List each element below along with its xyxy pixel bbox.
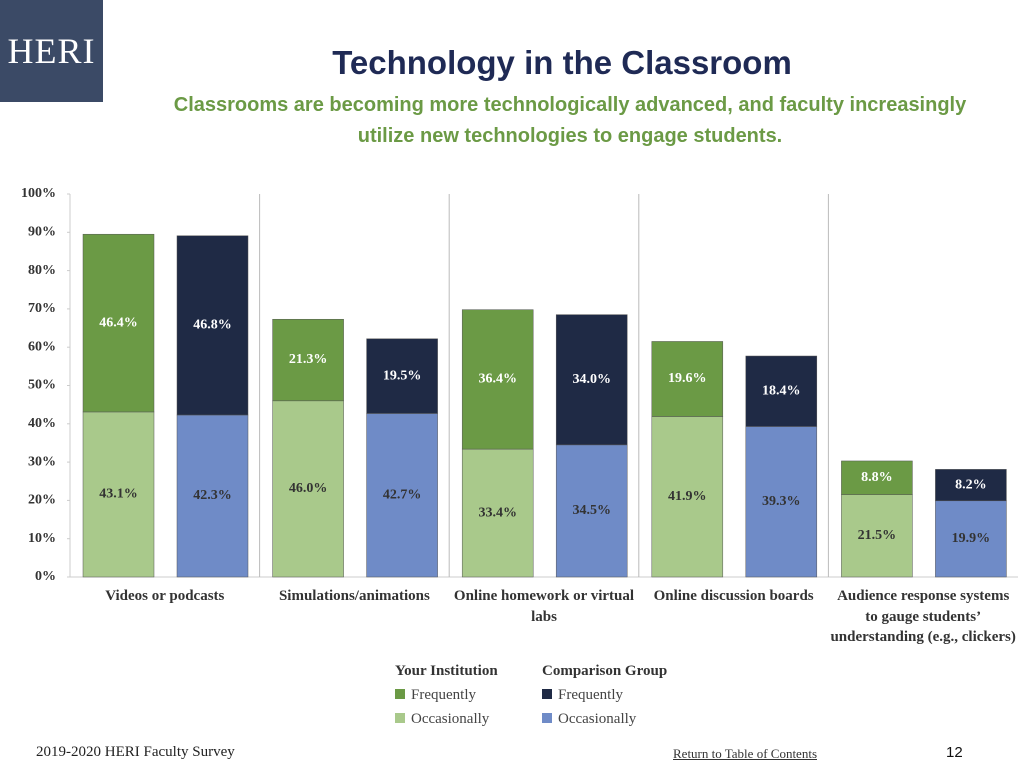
legend-entry: Frequently — [542, 687, 623, 704]
data-label: 21.3% — [289, 352, 328, 367]
y-tick-label: 30% — [28, 454, 56, 469]
x-tick-label: Simulations/animations — [278, 588, 430, 604]
x-tick-label: Online homework or virtual labs — [453, 588, 635, 625]
legend-swatch — [395, 689, 405, 699]
data-label: 34.0% — [572, 372, 611, 387]
bar-segment — [651, 341, 724, 417]
y-tick-label: 10% — [28, 531, 56, 546]
bar-segment — [461, 448, 534, 578]
data-label: 42.3% — [193, 488, 232, 503]
data-label: 19.5% — [383, 368, 422, 383]
bar-segment — [82, 233, 155, 413]
footer-text: 2019-2020 HERI Faculty Survey — [36, 744, 235, 760]
logo: HERI — [0, 0, 103, 102]
data-label: 18.4% — [762, 383, 801, 398]
y-tick-label: 90% — [28, 225, 56, 240]
legend-swatch — [542, 689, 552, 699]
data-label: 46.0% — [289, 481, 328, 496]
bar-segment — [461, 309, 534, 450]
data-label: 36.4% — [478, 372, 517, 387]
data-label: 39.3% — [762, 494, 801, 509]
toc-link[interactable]: Return to Table of Contents — [673, 746, 817, 761]
bar-segment — [841, 494, 913, 578]
data-label: 8.8% — [861, 470, 893, 485]
legend-label: Occasionally — [411, 711, 490, 727]
bar-segment — [555, 444, 628, 578]
bar-segment — [745, 426, 818, 578]
legend-header: Comparison Group — [542, 663, 668, 679]
y-tick-label: 60% — [28, 339, 56, 354]
bar-segment — [651, 416, 724, 578]
legend-entry: Occasionally — [395, 711, 489, 728]
data-label: 21.5% — [858, 528, 897, 543]
bar-segment — [82, 411, 155, 578]
y-tick-label: 20% — [28, 493, 56, 508]
bar-segment — [366, 413, 438, 578]
legend-swatch — [395, 713, 405, 723]
bar-segment — [841, 460, 913, 495]
bar-segment — [176, 235, 249, 416]
bar-segment — [555, 314, 628, 446]
bar-segment — [366, 338, 438, 414]
legend-label: Occasionally — [558, 711, 637, 727]
legend-entry: Frequently — [395, 687, 476, 704]
legend-header: Your Institution — [395, 663, 498, 679]
data-label: 42.7% — [383, 487, 422, 502]
y-tick-label: 40% — [28, 416, 56, 431]
chart-title: Technology in the Classroom — [332, 44, 792, 81]
x-tick-label: Online discussion boards — [653, 588, 814, 604]
bar-segment — [745, 355, 818, 427]
legend-swatch — [542, 713, 552, 723]
data-label: 19.6% — [668, 371, 707, 386]
data-label: 19.9% — [952, 531, 991, 546]
data-label: 43.1% — [99, 487, 138, 502]
data-label: 34.5% — [572, 503, 611, 518]
y-tick-label: 70% — [28, 301, 56, 316]
y-tick-label: 50% — [28, 378, 56, 393]
data-label: 41.9% — [668, 489, 707, 504]
legend-label: Frequently — [558, 687, 623, 703]
data-label: 46.4% — [99, 315, 138, 330]
legend-label: Frequently — [411, 687, 476, 703]
chart-subtitle: Classrooms are becoming more technologic… — [173, 94, 967, 147]
y-tick-label: 0% — [35, 569, 56, 584]
bar-segment — [176, 414, 249, 578]
x-tick-label: Videos or podcasts — [105, 588, 225, 604]
bar-segment — [272, 318, 344, 402]
x-tick-label: Audience response systems to gauge stude… — [830, 588, 1016, 645]
y-tick-label: 80% — [28, 263, 56, 278]
data-label: 8.2% — [955, 477, 987, 492]
legend-entry: Occasionally — [542, 711, 636, 728]
bar-segment — [935, 500, 1007, 578]
y-tick-label: 100% — [21, 186, 56, 201]
data-label: 33.4% — [478, 505, 517, 520]
page-number: 12 — [946, 744, 963, 761]
data-label: 46.8% — [193, 318, 232, 333]
bar-segment — [935, 469, 1007, 502]
